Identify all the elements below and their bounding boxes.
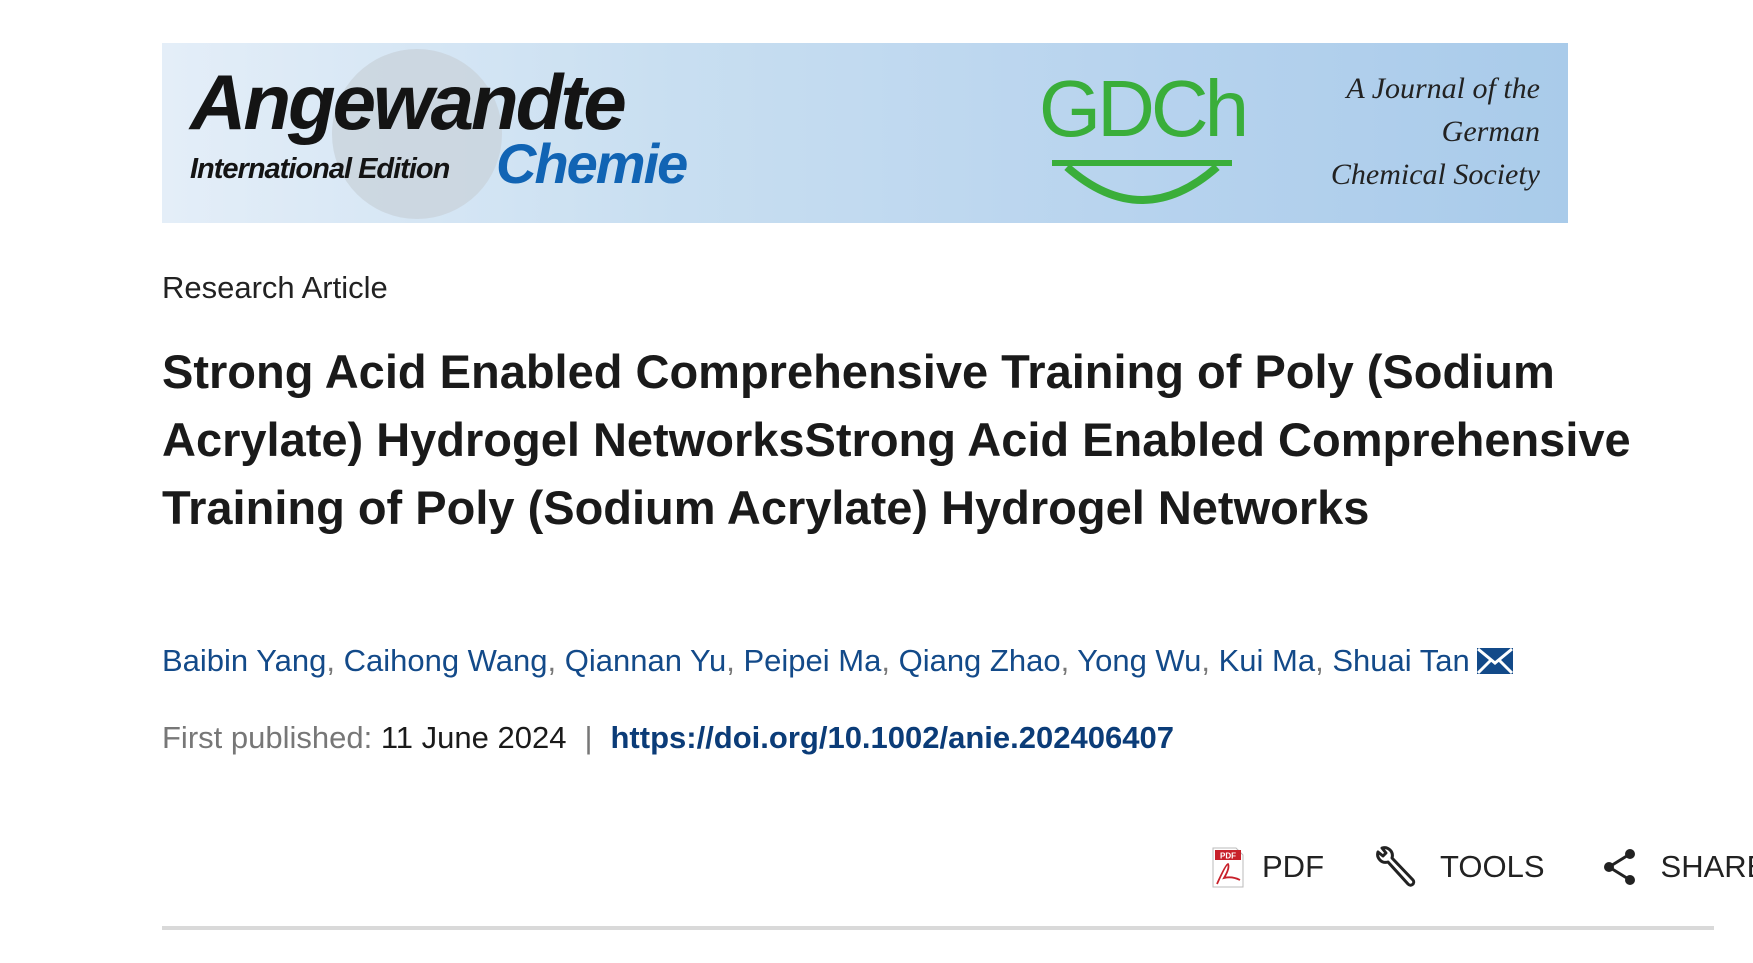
divider xyxy=(162,926,1714,930)
pdf-icon: PDF xyxy=(1212,847,1244,888)
logo-chemie: Chemie xyxy=(496,132,688,195)
pdf-button[interactable]: PDF PDF xyxy=(1212,846,1324,888)
share-icon xyxy=(1603,849,1635,885)
logo-circle xyxy=(332,49,502,219)
author-link[interactable]: Qiang Zhao xyxy=(898,643,1061,678)
logo-edition: International Edition xyxy=(190,153,450,185)
wrench-icon xyxy=(1376,846,1416,887)
gdch-logo: GDCh xyxy=(1022,63,1262,213)
tools-button[interactable]: TOOLS xyxy=(1374,846,1545,888)
journal-tagline: A Journal of the German Chemical Society xyxy=(1330,72,1540,191)
author-link[interactable]: Qiannan Yu xyxy=(564,643,727,678)
author-link[interactable]: Caihong Wang xyxy=(343,643,548,678)
doi-link[interactable]: https://doi.org/10.1002/anie.202406407 xyxy=(610,720,1174,755)
publication-info: First published: 11 June 2024 | https://do… xyxy=(162,720,1174,755)
author-link[interactable]: Yong Wu xyxy=(1077,643,1202,678)
article-type: Research Article xyxy=(162,270,388,305)
journal-banner[interactable]: Angewandte International Edition Chemie … xyxy=(162,43,1568,223)
published-label: First published: xyxy=(162,720,373,755)
author-list: Baibin Yang, Caihong Wang, Qiannan Yu, P… xyxy=(162,643,1514,679)
author-link[interactable]: Peipei Ma xyxy=(743,643,882,678)
share-button[interactable]: SHARE xyxy=(1603,848,1753,886)
svg-text:PDF: PDF xyxy=(1220,852,1236,861)
published-date: 11 June 2024 xyxy=(380,720,567,755)
article-title: Strong Acid Enabled Comprehensive Traini… xyxy=(162,345,1631,534)
logo-angewandte: Angewandte xyxy=(190,58,627,146)
author-link[interactable]: Shuai Tan xyxy=(1332,643,1470,678)
author-link[interactable]: Kui Ma xyxy=(1218,643,1316,678)
envelope-icon[interactable] xyxy=(1476,647,1514,675)
author-link[interactable]: Baibin Yang xyxy=(162,643,327,678)
gdch-bowl-icon xyxy=(1052,160,1232,204)
article-toolbar: PDF PDF TOOLS SHARE xyxy=(1212,846,1753,888)
